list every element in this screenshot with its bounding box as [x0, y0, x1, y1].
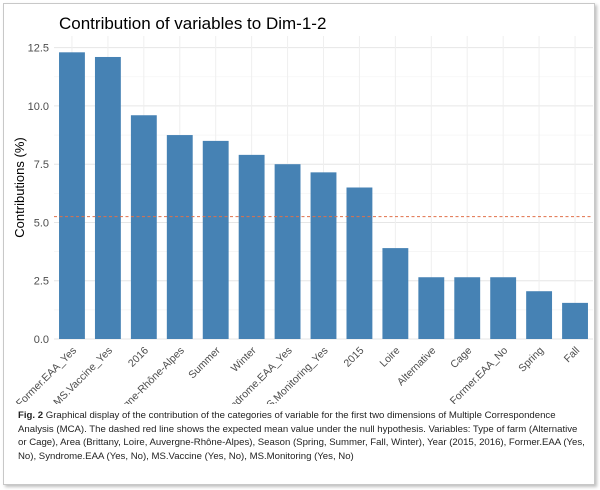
bar	[310, 172, 337, 339]
x-tick-label: Cage	[448, 345, 474, 371]
bar	[59, 52, 85, 340]
figure-frame: 0.0 2.5 5.0 7.5 10.0 12.5 Former.EAA_Yes MS.Vac…	[3, 3, 595, 485]
bar	[490, 277, 517, 339]
x-tick-label: 2016	[126, 345, 151, 370]
bar	[166, 135, 193, 339]
y-tick-label: 10.0	[28, 101, 49, 113]
chart-title: Contribution of variables to Dim-1-2	[59, 14, 327, 33]
x-tick-label: 2015	[342, 345, 367, 370]
x-tick-label: Alternative	[395, 345, 439, 389]
bar	[202, 140, 229, 339]
bar	[238, 154, 265, 339]
bar	[94, 56, 121, 339]
bar	[418, 277, 445, 339]
y-tick-label: 0.0	[34, 334, 49, 346]
bar	[130, 115, 157, 339]
y-tick-label: 7.5	[34, 159, 49, 171]
y-tick-label: 2.5	[34, 276, 49, 288]
y-tick-label: 5.0	[34, 217, 49, 229]
bar	[454, 277, 481, 339]
x-tick-label: Fall	[562, 345, 582, 365]
bar	[346, 187, 373, 339]
y-axis-label: Contributions (%)	[12, 137, 27, 237]
caption-text: Graphical display of the contribution of…	[18, 410, 585, 462]
x-tick-label: Spring	[516, 345, 546, 375]
x-tick-label: Summer	[186, 344, 223, 381]
bar	[526, 291, 553, 339]
y-tick-label: 12.5	[28, 43, 49, 55]
bar	[382, 248, 409, 339]
bar	[562, 302, 588, 339]
x-tick-label: Loire	[377, 345, 402, 370]
bar	[274, 164, 301, 339]
figure-caption: Fig. 2 Graphical display of the contribu…	[18, 409, 586, 463]
figure-label: Fig. 2	[18, 410, 44, 421]
bar-chart: 0.02.55.07.510.012.5Former.EAA_YesMS.Vac…	[12, 36, 593, 404]
x-tick-label: Winter	[229, 344, 259, 374]
